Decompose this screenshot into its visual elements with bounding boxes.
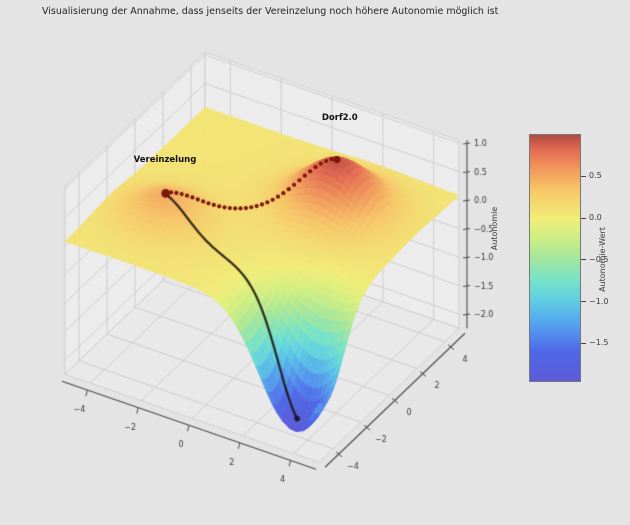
colorbar-tick-label: 0.5 [589,171,602,181]
annotation-dorf: Dorf2.0 [321,112,358,123]
colorbar-gradient [529,134,581,382]
annotation-vereinzelung: Vereinzelung [133,155,197,166]
colorbar-tick-mark [581,259,586,261]
colorbar-tick-label: −1.5 [589,338,609,348]
colorbar-tick-label: 0.0 [589,213,602,222]
colorbar-tick-label: −0.5 [589,254,609,264]
colorbar-tick-label: −1.0 [589,296,609,306]
z-axis-label: Autonomie [490,206,500,251]
colorbar-tick-mark [581,175,586,177]
colorbar [529,134,581,382]
colorbar-tick-mark [581,342,586,344]
colorbar-tick-mark [581,217,586,219]
figure-title: Visualisierung der Annahme, dass jenseit… [42,6,499,17]
colorbar-tick-mark [581,301,586,302]
